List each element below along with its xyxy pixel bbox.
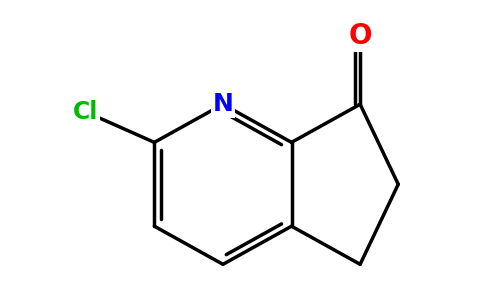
Text: N: N [212,92,233,116]
Text: Cl: Cl [73,100,98,124]
Text: O: O [348,22,372,50]
